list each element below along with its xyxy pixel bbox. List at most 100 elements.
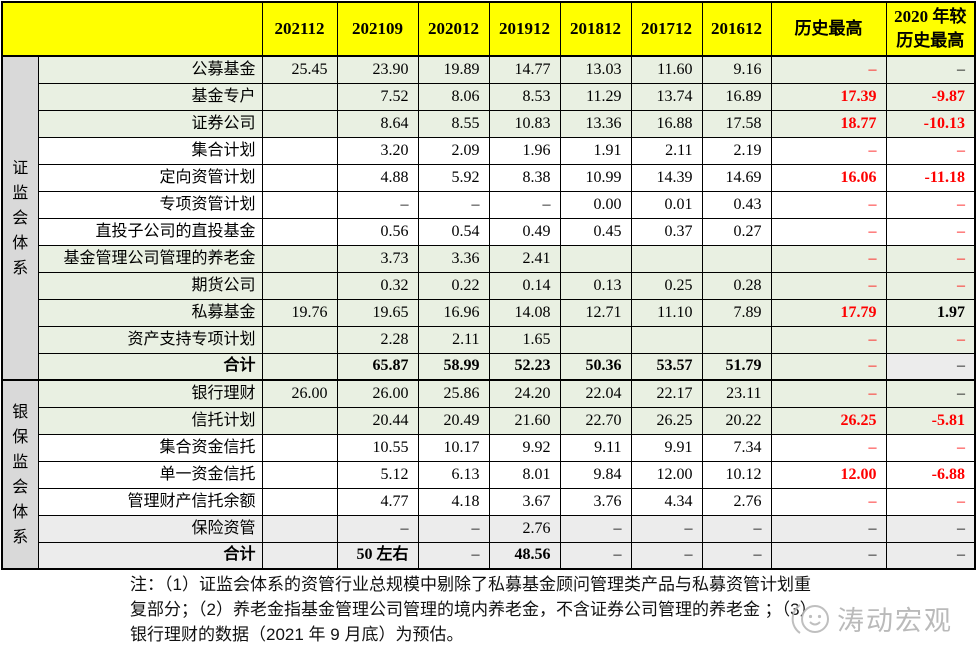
data-cell: 9.11 xyxy=(560,434,631,461)
data-cell xyxy=(631,326,702,353)
data-cell: -9.87 xyxy=(886,83,975,110)
data-cell: – xyxy=(771,191,886,218)
row-label: 保险资管 xyxy=(38,515,262,542)
data-cell: – xyxy=(337,191,418,218)
data-cell: 26.25 xyxy=(771,407,886,434)
table-row: 集合资金信托10.5510.179.929.119.917.34–– xyxy=(2,434,975,461)
data-cell: 7.34 xyxy=(702,434,771,461)
data-cell xyxy=(262,272,337,299)
data-cell: 12.71 xyxy=(560,299,631,326)
data-cell: – xyxy=(560,515,631,542)
data-cell: -10.13 xyxy=(886,110,975,137)
data-cell: 10.55 xyxy=(337,434,418,461)
row-label: 管理财产信托余额 xyxy=(38,488,262,515)
data-cell: 26.25 xyxy=(631,407,702,434)
data-cell: – xyxy=(771,56,886,83)
data-cell: 14.39 xyxy=(631,164,702,191)
data-cell xyxy=(262,542,337,569)
data-cell: 1.96 xyxy=(489,137,560,164)
data-cell xyxy=(560,245,631,272)
data-cell: 1.65 xyxy=(489,326,560,353)
data-cell: – xyxy=(771,434,886,461)
data-cell: 14.77 xyxy=(489,56,560,83)
data-cell: 2.11 xyxy=(418,326,489,353)
table-row: 证监会体系公募基金25.4523.9019.8914.7713.0311.609… xyxy=(2,56,975,83)
data-cell: 16.96 xyxy=(418,299,489,326)
data-cell xyxy=(262,83,337,110)
data-cell: 10.99 xyxy=(560,164,631,191)
data-cell: – xyxy=(886,191,975,218)
data-cell: 23.11 xyxy=(702,380,771,407)
data-cell: – xyxy=(771,515,886,542)
data-cell: 6.13 xyxy=(418,461,489,488)
data-cell: – xyxy=(489,191,560,218)
data-cell: – xyxy=(771,137,886,164)
group-label: 银保监会体系 xyxy=(2,380,38,569)
data-cell: 0.45 xyxy=(560,218,631,245)
data-cell: 8.38 xyxy=(489,164,560,191)
data-cell: 21.60 xyxy=(489,407,560,434)
data-cell: 3.73 xyxy=(337,245,418,272)
data-cell: – xyxy=(418,515,489,542)
data-cell: 1.97 xyxy=(886,299,975,326)
corner-cell xyxy=(2,2,262,56)
data-cell: – xyxy=(771,380,886,407)
data-cell: 0.14 xyxy=(489,272,560,299)
data-cell: – xyxy=(886,353,975,380)
table-row: 保险资管––2.76––––– xyxy=(2,515,975,542)
data-cell xyxy=(560,326,631,353)
data-cell: 8.06 xyxy=(418,83,489,110)
data-cell: 7.89 xyxy=(702,299,771,326)
data-cell: 22.17 xyxy=(631,380,702,407)
data-cell: – xyxy=(771,272,886,299)
data-cell: 22.04 xyxy=(560,380,631,407)
row-label: 单一资金信托 xyxy=(38,461,262,488)
column-header-5: 201712 xyxy=(631,2,702,56)
column-header-7: 历史最高 xyxy=(771,2,886,56)
data-cell: 2.41 xyxy=(489,245,560,272)
data-cell: 4.77 xyxy=(337,488,418,515)
data-cell: 9.91 xyxy=(631,434,702,461)
data-cell: 3.20 xyxy=(337,137,418,164)
data-cell: 17.39 xyxy=(771,83,886,110)
data-cell: 13.36 xyxy=(560,110,631,137)
row-label: 银行理财 xyxy=(38,380,262,407)
table-header: 2021122021092020122019122018122017122016… xyxy=(2,2,975,56)
data-cell: 50.36 xyxy=(560,353,631,380)
data-cell: 3.36 xyxy=(418,245,489,272)
data-cell: – xyxy=(771,326,886,353)
data-cell: -5.81 xyxy=(886,407,975,434)
data-cell: 0.32 xyxy=(337,272,418,299)
data-cell: 0.49 xyxy=(489,218,560,245)
column-header-2: 202012 xyxy=(418,2,489,56)
data-cell: 8.64 xyxy=(337,110,418,137)
row-label: 信托计划 xyxy=(38,407,262,434)
data-cell: – xyxy=(886,272,975,299)
data-cell: 19.89 xyxy=(418,56,489,83)
row-label: 资产支持专项计划 xyxy=(38,326,262,353)
table-row: 基金管理公司管理的养老金3.733.362.41–– xyxy=(2,245,975,272)
data-cell: -11.18 xyxy=(886,164,975,191)
data-cell: 16.06 xyxy=(771,164,886,191)
data-cell: 23.90 xyxy=(337,56,418,83)
data-cell: – xyxy=(337,515,418,542)
row-label: 期货公司 xyxy=(38,272,262,299)
data-cell: 58.99 xyxy=(418,353,489,380)
data-cell xyxy=(262,245,337,272)
table-row: 信托计划20.4420.4921.6022.7026.2520.2226.25-… xyxy=(2,407,975,434)
data-cell: 3.67 xyxy=(489,488,560,515)
data-cell: – xyxy=(631,515,702,542)
table-row: 私募基金19.7619.6516.9614.0812.7111.107.8917… xyxy=(2,299,975,326)
data-cell: 10.12 xyxy=(702,461,771,488)
data-cell: 2.11 xyxy=(631,137,702,164)
data-cell: – xyxy=(886,515,975,542)
data-cell: 12.00 xyxy=(771,461,886,488)
data-cell: 52.23 xyxy=(489,353,560,380)
data-cell: 53.57 xyxy=(631,353,702,380)
data-cell: 20.22 xyxy=(702,407,771,434)
data-cell: -6.88 xyxy=(886,461,975,488)
data-cell xyxy=(262,353,337,380)
data-cell xyxy=(262,218,337,245)
footnote-line-1: 注：（1）证监会体系的资管行业总规模中剔除了私募基金顾问管理类产品与私募资管计划… xyxy=(130,572,817,597)
data-cell: 0.25 xyxy=(631,272,702,299)
